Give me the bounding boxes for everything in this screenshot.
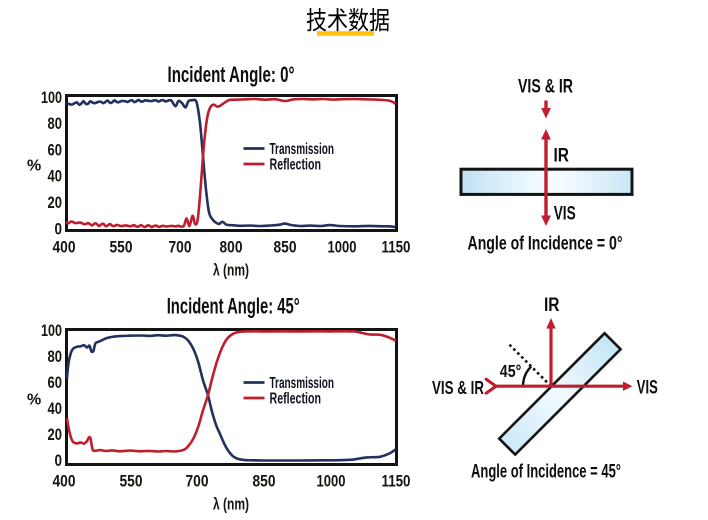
svg-text:20: 20	[48, 425, 63, 444]
svg-text:VIS & IR: VIS & IR	[518, 77, 573, 98]
svg-text:550: 550	[120, 472, 143, 491]
svg-text:700: 700	[169, 238, 192, 257]
svg-text:40: 40	[48, 399, 63, 418]
svg-text:0: 0	[55, 451, 63, 470]
svg-text:400: 400	[53, 472, 76, 491]
svg-text:Incident Angle: 45°: Incident Angle: 45°	[167, 293, 300, 318]
svg-text:λ (nm): λ (nm)	[213, 261, 249, 280]
svg-text:VIS & IR: VIS & IR	[432, 378, 484, 398]
svg-text:100: 100	[41, 88, 62, 107]
svg-text:80: 80	[48, 114, 63, 133]
svg-text:Transmission: Transmission	[270, 141, 335, 158]
svg-text:45°: 45°	[500, 361, 522, 381]
svg-text:550: 550	[110, 238, 133, 257]
svg-text:850: 850	[274, 238, 297, 257]
svg-text:Incident Angle: 0°: Incident Angle: 0°	[168, 62, 295, 87]
svg-text:20: 20	[48, 193, 63, 212]
svg-text:700: 700	[186, 472, 209, 491]
svg-text:Angle of Incidence = 0°: Angle of Incidence = 0°	[468, 233, 623, 255]
svg-text:%: %	[27, 158, 41, 175]
svg-text:100: 100	[41, 321, 62, 340]
svg-text:40: 40	[48, 167, 63, 186]
svg-text:1000: 1000	[317, 472, 346, 491]
svg-text:1150: 1150	[382, 238, 411, 257]
svg-text:IR: IR	[554, 145, 570, 166]
svg-text:IR: IR	[544, 295, 560, 316]
svg-text:850: 850	[253, 472, 276, 491]
svg-text:λ (nm): λ (nm)	[213, 495, 249, 514]
svg-text:400: 400	[53, 238, 76, 257]
svg-text:800: 800	[220, 238, 243, 257]
svg-text:%: %	[27, 392, 41, 409]
svg-text:Reflection: Reflection	[270, 157, 322, 174]
svg-text:Transmission: Transmission	[270, 375, 335, 392]
svg-text:1000: 1000	[328, 238, 357, 257]
svg-text:0: 0	[55, 219, 63, 238]
svg-text:80: 80	[48, 347, 63, 366]
svg-text:60: 60	[48, 140, 63, 159]
svg-text:VIS: VIS	[637, 378, 658, 399]
svg-text:Angle of Incidence = 45°: Angle of Incidence = 45°	[471, 461, 621, 483]
svg-text:Reflection: Reflection	[270, 391, 322, 408]
svg-text:VIS: VIS	[554, 203, 576, 224]
svg-text:1150: 1150	[382, 472, 411, 491]
svg-text:60: 60	[48, 373, 63, 392]
